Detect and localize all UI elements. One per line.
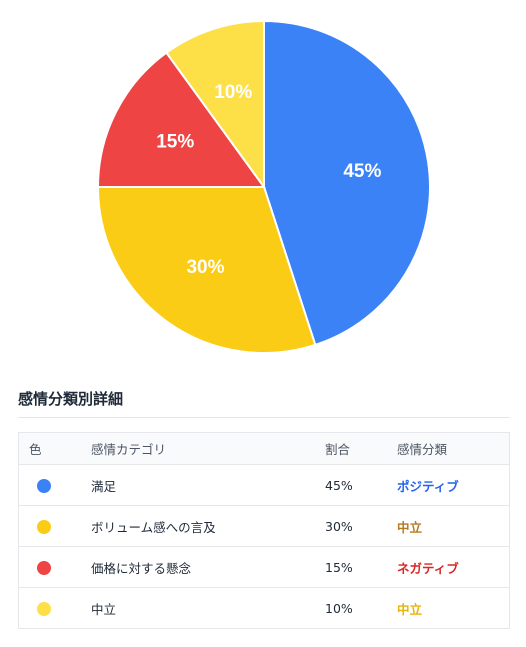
pie-slice-label-3: 10% bbox=[214, 82, 252, 103]
color-dot bbox=[37, 519, 51, 534]
color-cell bbox=[18, 464, 91, 506]
pie-slice-label-1: 30% bbox=[186, 257, 224, 278]
category-cell: 価格に対する懸念 bbox=[91, 546, 325, 588]
ratio-cell: 15% bbox=[325, 546, 397, 588]
pie-slice-1 bbox=[96, 186, 317, 354]
table-header-row: 色 感情カテゴリ 割合 感情分類 bbox=[18, 432, 510, 465]
sentiment-pie-chart: 45% 30% 15% 10% bbox=[96, 19, 431, 354]
ratio-cell: 10% bbox=[325, 600, 353, 616]
sentiment-cell: ネガティブ bbox=[397, 546, 510, 588]
title-divider bbox=[18, 417, 510, 418]
header-color: 色 bbox=[18, 432, 91, 465]
pie-slice-3 bbox=[165, 19, 265, 191]
color-dot bbox=[37, 478, 51, 493]
details-title: 感情分類別詳細 bbox=[18, 390, 124, 408]
table-row: 中立 10% 中立 bbox=[19, 588, 510, 629]
table-row: ボリューム感への言及 30% 中立 bbox=[18, 505, 510, 547]
sentiment-cell: 中立 bbox=[397, 601, 423, 617]
pie-slice-label-0: 45% bbox=[343, 161, 381, 182]
ratio-cell: 45% bbox=[325, 464, 397, 506]
category-cell: 中立 bbox=[91, 601, 117, 617]
header-ratio: 割合 bbox=[325, 432, 397, 465]
sentiment-cell: 中立 bbox=[397, 505, 510, 547]
category-cell: 満足 bbox=[91, 464, 325, 506]
pie-slice-label-2: 15% bbox=[156, 131, 194, 152]
color-cell bbox=[18, 546, 91, 588]
header-category: 感情カテゴリ bbox=[91, 432, 325, 465]
pie-slice-2 bbox=[96, 51, 266, 188]
table-row: 満足 45% ポジティブ bbox=[18, 464, 510, 506]
header-sentiment: 感情分類 bbox=[397, 432, 510, 465]
color-dot bbox=[37, 560, 51, 575]
pie-svg: 45% 30% 15% 10% bbox=[96, 19, 431, 354]
category-cell: ボリューム感への言及 bbox=[91, 505, 325, 547]
color-cell bbox=[19, 588, 92, 629]
pie-slice-0 bbox=[263, 19, 431, 347]
table-row: 価格に対する懸念 15% ネガティブ bbox=[18, 546, 510, 588]
ratio-cell: 30% bbox=[325, 505, 397, 547]
sentiment-cell: ポジティブ bbox=[397, 464, 510, 506]
color-cell bbox=[18, 505, 91, 547]
sentiment-details-table: 色 感情カテゴリ 割合 感情分類 満足 45% ポジティブ ボリューム感への言及… bbox=[18, 432, 510, 629]
color-dot bbox=[37, 601, 51, 616]
